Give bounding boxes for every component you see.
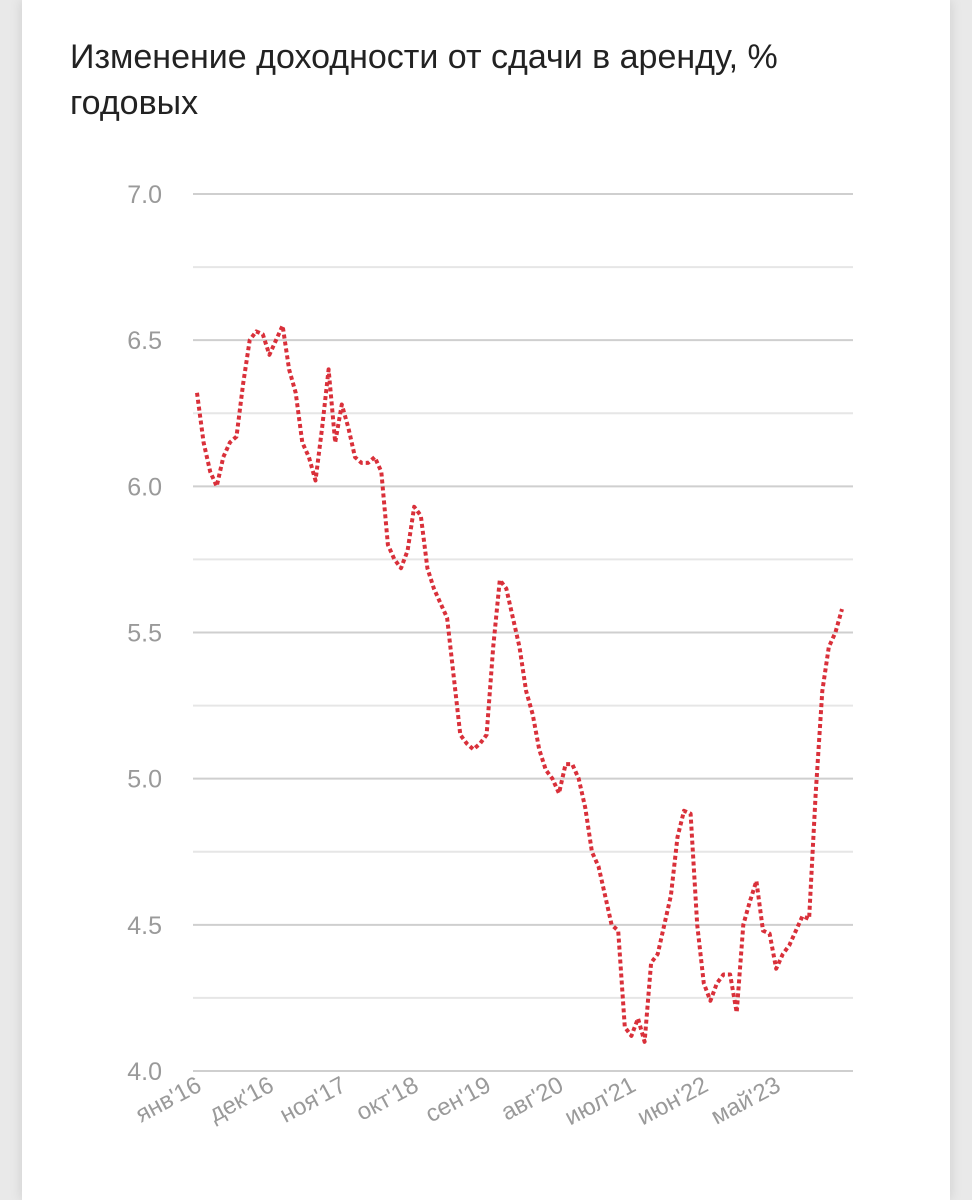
- chart-title: Изменение доходности от сдачи в аренду, …: [70, 38, 778, 122]
- x-tick-label: июн'22: [633, 1071, 713, 1130]
- y-tick-label: 5.0: [127, 766, 162, 794]
- x-tick-label: июл'21: [560, 1071, 640, 1131]
- x-tick-label: ноя'17: [275, 1071, 350, 1128]
- y-tick-label: 6.0: [127, 473, 162, 501]
- card: [22, 0, 950, 1200]
- x-tick-label: окт'18: [352, 1071, 423, 1126]
- x-tick-label: май'23: [707, 1071, 785, 1130]
- y-tick-label: 4.5: [127, 912, 162, 940]
- y-tick-label: 4.0: [127, 1058, 162, 1086]
- y-tick-label: 7.0: [127, 181, 162, 209]
- x-tick-label: сен'19: [421, 1071, 495, 1128]
- y-tick-label: 6.5: [127, 327, 162, 355]
- x-tick-label: дек'16: [204, 1071, 278, 1127]
- y-tick-label: 5.5: [127, 620, 162, 648]
- x-tick-label: авг'20: [497, 1071, 568, 1126]
- data-line: [195, 323, 844, 1044]
